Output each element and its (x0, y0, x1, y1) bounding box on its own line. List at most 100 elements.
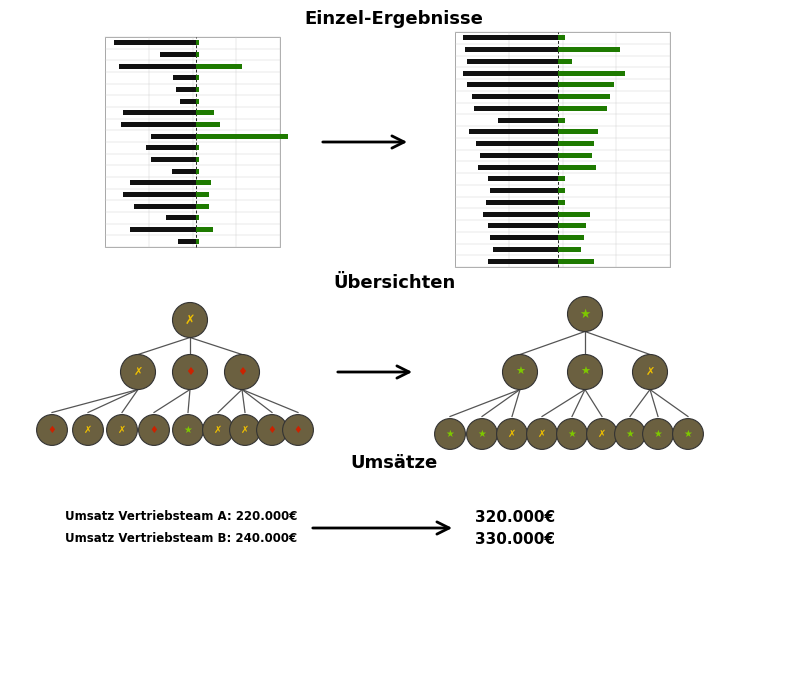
Bar (196, 180, 211, 186)
Text: ✗: ✗ (214, 425, 222, 435)
Bar (196, 168, 199, 174)
Circle shape (36, 415, 68, 445)
Text: ♦: ♦ (294, 425, 303, 435)
Bar (121, 122, 196, 127)
Circle shape (283, 415, 314, 445)
Text: ★: ★ (684, 429, 693, 439)
Bar (196, 76, 199, 80)
Circle shape (567, 355, 603, 389)
Bar (498, 118, 558, 123)
Text: ★: ★ (580, 367, 590, 377)
Bar (558, 247, 581, 252)
Text: ♦: ♦ (237, 367, 247, 377)
Bar (196, 192, 209, 197)
Bar (490, 235, 558, 240)
Bar (134, 204, 196, 209)
Circle shape (673, 419, 704, 449)
Text: ★: ★ (184, 425, 192, 435)
Bar (488, 258, 558, 263)
Bar (196, 134, 288, 138)
Bar (558, 47, 619, 52)
Text: ★: ★ (626, 429, 634, 439)
Text: ✗: ✗ (184, 314, 195, 327)
Bar (558, 118, 565, 123)
Bar (476, 141, 558, 146)
Text: Umsatz Vertriebsteam B: 240.000€: Umsatz Vertriebsteam B: 240.000€ (65, 532, 297, 545)
Circle shape (503, 355, 537, 389)
Bar (455, 32, 670, 267)
Text: ♦: ♦ (150, 425, 158, 435)
Bar (151, 157, 196, 162)
Bar (558, 83, 614, 87)
Bar (151, 134, 196, 138)
Text: Umsatz Vertriebsteam A: 220.000€: Umsatz Vertriebsteam A: 220.000€ (65, 510, 297, 523)
Bar (131, 227, 196, 232)
Text: ✗: ✗ (84, 425, 92, 435)
Bar (467, 83, 558, 87)
Bar (166, 216, 196, 220)
Bar (558, 200, 565, 205)
Bar (488, 177, 558, 181)
Bar (114, 40, 196, 45)
Text: ✗: ✗ (598, 429, 606, 439)
Text: Einzel-Ergebnisse: Einzel-Ergebnisse (305, 10, 483, 28)
Circle shape (615, 419, 645, 449)
Circle shape (466, 419, 497, 449)
Bar (196, 110, 214, 115)
Bar (173, 76, 196, 80)
Bar (196, 87, 199, 92)
Bar (131, 180, 196, 186)
Circle shape (173, 355, 207, 389)
Bar (558, 188, 565, 193)
Bar (483, 211, 558, 217)
Bar (196, 227, 213, 232)
Bar (196, 216, 199, 220)
Bar (474, 106, 558, 111)
Bar (123, 110, 196, 115)
Bar (173, 168, 196, 174)
Bar (478, 164, 558, 170)
Circle shape (435, 419, 466, 449)
Bar (466, 47, 558, 52)
Bar (196, 122, 220, 127)
Bar (558, 164, 597, 170)
Text: ★: ★ (446, 429, 455, 439)
Bar (558, 211, 589, 217)
Circle shape (526, 419, 557, 449)
Text: ★: ★ (567, 429, 576, 439)
Bar (180, 99, 196, 104)
Bar (488, 224, 558, 228)
Circle shape (556, 419, 587, 449)
Bar (196, 52, 199, 57)
Bar (196, 63, 242, 69)
Text: ✗: ✗ (118, 425, 126, 435)
Bar (146, 145, 196, 150)
Text: Übersichten: Übersichten (333, 274, 455, 292)
Bar (463, 71, 558, 76)
Bar (105, 37, 280, 247)
Text: 330.000€: 330.000€ (475, 532, 555, 547)
Text: ★: ★ (579, 308, 591, 321)
Text: ♦: ♦ (47, 425, 57, 435)
Bar (470, 130, 558, 134)
Circle shape (173, 415, 203, 445)
Bar (558, 71, 626, 76)
Circle shape (173, 303, 207, 338)
Circle shape (72, 415, 103, 445)
Text: ✗: ✗ (241, 425, 249, 435)
Bar (467, 59, 558, 64)
Bar (160, 52, 196, 57)
Bar (558, 141, 594, 146)
Text: ★: ★ (478, 429, 486, 439)
Text: ★: ★ (515, 367, 525, 377)
Circle shape (586, 419, 618, 449)
Text: ♦: ♦ (268, 425, 277, 435)
Bar (558, 59, 571, 64)
Bar (558, 130, 598, 134)
Text: ✗: ✗ (508, 429, 516, 439)
Bar (480, 153, 558, 158)
Bar (196, 239, 199, 243)
Text: 320.000€: 320.000€ (475, 510, 555, 525)
Bar (486, 200, 558, 205)
Circle shape (121, 355, 155, 389)
